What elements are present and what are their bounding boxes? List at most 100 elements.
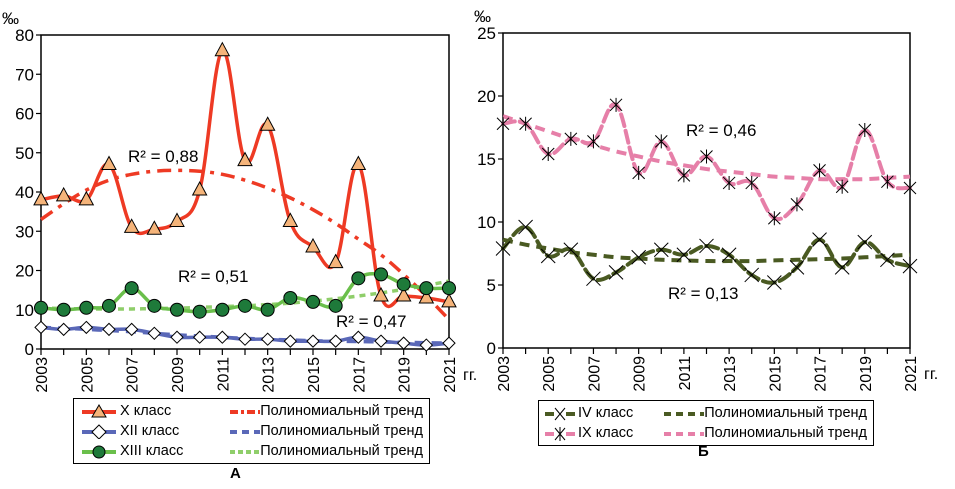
legend-item-xiii-class: XIII класс Полиномиальный тренд <box>80 441 423 461</box>
triangle-marker-icon <box>82 404 116 418</box>
y-unit-label: ‰ <box>474 7 491 26</box>
x-tick-label: 2007 <box>586 356 603 392</box>
legend-item-x-class: X класс Полиномиальный тренд <box>80 401 423 421</box>
legend-label: XIII класс <box>120 443 184 459</box>
x-tick-label: 2009 <box>170 357 187 393</box>
data-point-asterisk <box>609 97 623 112</box>
data-point-x <box>653 242 669 258</box>
data-point-x <box>586 271 601 287</box>
y-tick-label: 40 <box>15 183 34 202</box>
data-point-diamond <box>442 336 456 350</box>
legend-b: IV класс Полиномиальный тренд IX класс П… <box>538 400 874 446</box>
x-marker-icon <box>545 407 575 421</box>
x-tick-label: 2017 <box>351 357 368 393</box>
data-point-diamond <box>351 330 366 344</box>
data-point-diamond <box>170 330 184 344</box>
data-point-circle <box>442 281 456 296</box>
data-point-asterisk <box>903 180 917 195</box>
data-point-asterisk <box>632 165 646 180</box>
data-point-triangle <box>55 186 72 202</box>
legend-a: X класс Полиномиальный тренд XII класс П… <box>73 398 430 464</box>
data-point-circle <box>396 277 411 292</box>
x-tick-label: 2013 <box>261 357 278 393</box>
dotted-line-icon <box>230 450 261 454</box>
x-tick-label: 2005 <box>79 357 96 393</box>
data-point-circle <box>124 281 139 296</box>
data-point-diamond <box>238 332 252 346</box>
data-point-triangle <box>350 155 367 171</box>
legend-label: IX класс <box>578 425 634 441</box>
dash-line-icon <box>664 412 705 416</box>
y-tick-label: 30 <box>15 222 34 241</box>
y-tick-label: 0 <box>487 339 496 358</box>
data-point-diamond <box>147 326 162 341</box>
data-point-asterisk <box>700 149 713 164</box>
data-point-circle <box>283 290 298 305</box>
data-point-asterisk <box>587 134 600 149</box>
x-tick-label: 2009 <box>632 356 649 392</box>
data-point-diamond <box>102 322 116 337</box>
legend-label: Полиномиальный тренд <box>704 405 867 421</box>
data-point-x <box>540 248 556 264</box>
data-point-diamond <box>56 322 71 337</box>
data-point-triangle <box>33 190 49 206</box>
data-point-asterisk <box>881 174 894 189</box>
x-tick-label: 2021 <box>442 357 459 393</box>
panel-label-a: А <box>230 465 241 482</box>
panel-label-b: Б <box>698 443 709 460</box>
data-point-asterisk <box>813 163 826 178</box>
data-point-circle <box>79 300 94 315</box>
y-tick-label: 0 <box>25 340 34 359</box>
r-squared-label: R² = 0,46 <box>686 121 756 140</box>
y-tick-label: 5 <box>487 276 496 295</box>
data-point-diamond <box>328 334 343 348</box>
x-tick-label: 2015 <box>306 357 323 393</box>
r-squared-label: R² = 0,13 <box>668 284 738 303</box>
data-point-circle <box>147 298 162 313</box>
data-point-asterisk <box>722 175 736 190</box>
x-tick-label: 2011 <box>677 356 694 391</box>
y-tick-label: 50 <box>15 144 34 163</box>
data-point-triangle <box>237 151 253 167</box>
legend-label: XII класс <box>120 423 180 439</box>
chart-panel-a: ‰ 0 10 20 30 40 50 60 70 80 2003 2005 2007 2009 2011 20… <box>2 9 477 393</box>
data-point-asterisk <box>519 116 532 131</box>
data-point-diamond <box>124 322 139 337</box>
x-axis-suffix: гг. <box>463 367 477 384</box>
data-point-x <box>789 260 805 275</box>
data-point-x <box>676 247 692 263</box>
data-point-diamond <box>283 334 298 348</box>
data-point-triangle <box>123 218 140 233</box>
data-point-x <box>902 258 918 274</box>
circle-marker-icon <box>82 445 116 459</box>
data-point-asterisk <box>541 146 555 161</box>
legend-label: Полиномиальный тренд <box>260 423 423 439</box>
y-tick-label: 15 <box>477 150 496 169</box>
data-point-triangle <box>78 190 95 206</box>
data-point-x <box>608 265 624 280</box>
data-point-diamond <box>306 334 320 348</box>
dash-line-icon <box>230 430 261 434</box>
r-squared-label: R² = 0,88 <box>128 147 198 166</box>
data-point-circle <box>374 267 388 282</box>
y-tick-label: 60 <box>15 105 34 124</box>
data-point-triangle <box>373 286 389 302</box>
x-tick-label: 2003 <box>496 356 513 392</box>
data-point-triangle <box>146 220 163 235</box>
x-tick-label: 2019 <box>397 357 414 393</box>
legend-label: Полиномиальный тренд <box>704 425 867 441</box>
r-squared-label: R² = 0,51 <box>178 267 248 286</box>
data-point-diamond <box>79 320 94 335</box>
asterisk-marker-icon <box>545 427 575 441</box>
data-point-triangle <box>327 253 344 269</box>
data-point-asterisk <box>835 179 849 194</box>
data-point-asterisk <box>745 175 759 190</box>
x-axis-suffix: гг. <box>924 366 938 383</box>
data-point-diamond <box>260 332 275 346</box>
data-point-diamond <box>34 320 48 335</box>
data-point-diamond <box>374 334 388 348</box>
data-point-x <box>766 275 782 290</box>
data-point-x <box>721 247 737 263</box>
data-point-circle <box>56 302 71 317</box>
